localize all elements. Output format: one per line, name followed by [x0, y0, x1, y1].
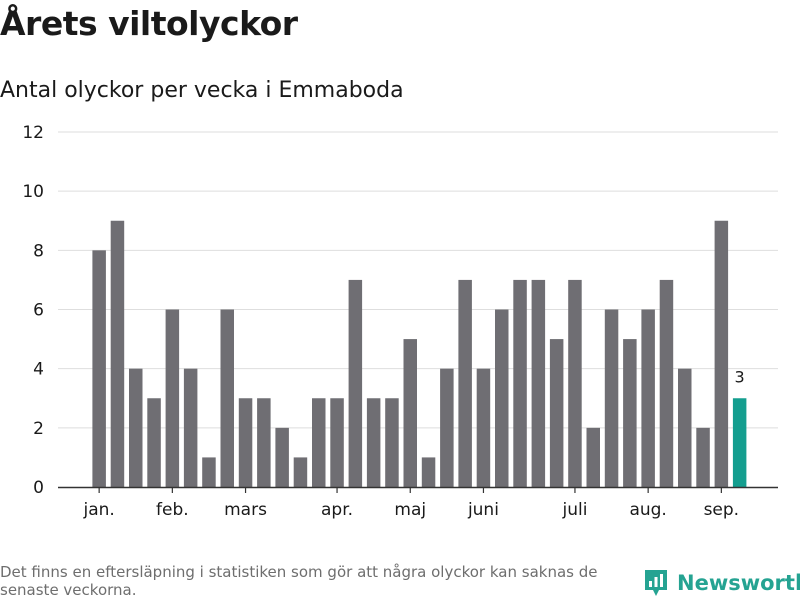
x-tick-label: sep. [704, 500, 740, 520]
bar [440, 368, 454, 487]
footnote: Det finns en eftersläpning i statistiken… [0, 563, 598, 599]
bar [513, 279, 527, 487]
bar [385, 398, 399, 487]
y-tick-label: 8 [33, 241, 44, 261]
x-tick-label: maj [394, 500, 426, 520]
newsworthy-logo: Newsworthy [643, 568, 800, 598]
bar [586, 427, 600, 487]
bar-chart: 0 2 4 6 8 10 12 jan. feb. mars apr. maj juni juli aug… [22, 123, 778, 520]
bar [366, 398, 381, 487]
chart-subtitle: Antal olyckor per vecka i Emmaboda [0, 78, 404, 103]
bar [202, 457, 216, 487]
data-label: 3 [735, 367, 745, 386]
y-axis-ticks: 0 2 4 6 8 10 12 [22, 123, 44, 498]
bar [183, 368, 198, 487]
x-tick-label: mars [224, 500, 267, 520]
y-tick-label: 2 [33, 419, 44, 439]
y-tick-label: 0 [33, 478, 44, 498]
brand-name: Newsworthy [677, 571, 800, 595]
bar [257, 398, 271, 487]
bar [147, 398, 161, 487]
bar [238, 398, 253, 487]
bar [275, 427, 289, 487]
bar [421, 457, 436, 487]
bar [696, 427, 710, 487]
bar [110, 220, 125, 487]
x-tick-label: feb. [156, 500, 189, 520]
x-tick-label: juli [561, 500, 587, 520]
bar [623, 339, 637, 487]
bar [165, 309, 180, 487]
x-tick-label: aug. [629, 500, 666, 520]
bars [92, 220, 747, 487]
bar [403, 339, 417, 487]
bar [495, 309, 509, 487]
bar [129, 368, 143, 487]
bar [659, 279, 674, 487]
x-axis-ticks: jan. feb. mars apr. maj juni juli aug. sep. [58, 486, 778, 520]
bar [220, 309, 234, 487]
bar [458, 279, 472, 487]
bar [604, 309, 619, 487]
x-tick-label: juni [467, 500, 499, 520]
bar [568, 279, 582, 487]
bar [531, 279, 546, 487]
bar [641, 309, 655, 487]
chart-title: Årets viltolyckor [0, 4, 298, 43]
bar [330, 398, 344, 487]
bar-highlighted [732, 398, 747, 487]
bar [92, 250, 106, 487]
bar [678, 368, 692, 487]
y-tick-label: 10 [22, 182, 44, 202]
bar [293, 457, 308, 487]
newsworthy-logo-icon [645, 570, 667, 596]
bar [714, 220, 729, 487]
bar [549, 339, 564, 487]
x-tick-label: jan. [82, 500, 114, 520]
bar [476, 368, 491, 487]
bar [348, 279, 363, 487]
y-tick-label: 4 [33, 360, 44, 380]
y-tick-label: 12 [22, 123, 44, 143]
x-tick-label: apr. [321, 500, 353, 520]
y-tick-label: 6 [33, 301, 44, 321]
data-labels: 3 [735, 367, 745, 386]
bar [312, 398, 326, 487]
